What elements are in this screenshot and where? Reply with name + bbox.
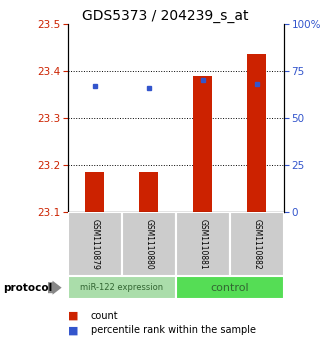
Text: ■: ■	[68, 311, 78, 321]
Text: protocol: protocol	[3, 283, 52, 293]
Text: GSM1110880: GSM1110880	[144, 219, 153, 269]
Bar	[193, 76, 212, 212]
Text: miR-122 expression: miR-122 expression	[80, 283, 163, 292]
Bar	[176, 212, 230, 276]
Bar	[122, 212, 176, 276]
Bar	[68, 212, 122, 276]
Bar	[139, 172, 158, 212]
Text: control: control	[211, 283, 249, 293]
Bar	[176, 276, 284, 299]
Text: GSM1110882: GSM1110882	[252, 219, 261, 269]
Text: ■: ■	[68, 325, 78, 335]
Text: count: count	[91, 311, 118, 321]
Text: percentile rank within the sample: percentile rank within the sample	[91, 325, 256, 335]
Text: GSM1110879: GSM1110879	[90, 219, 99, 270]
Bar	[68, 276, 176, 299]
Text: GDS5373 / 204239_s_at: GDS5373 / 204239_s_at	[82, 9, 248, 23]
FancyArrow shape	[48, 281, 62, 295]
Bar	[85, 172, 104, 212]
Text: GSM1110881: GSM1110881	[198, 219, 207, 269]
Bar	[247, 54, 266, 212]
Bar	[230, 212, 284, 276]
